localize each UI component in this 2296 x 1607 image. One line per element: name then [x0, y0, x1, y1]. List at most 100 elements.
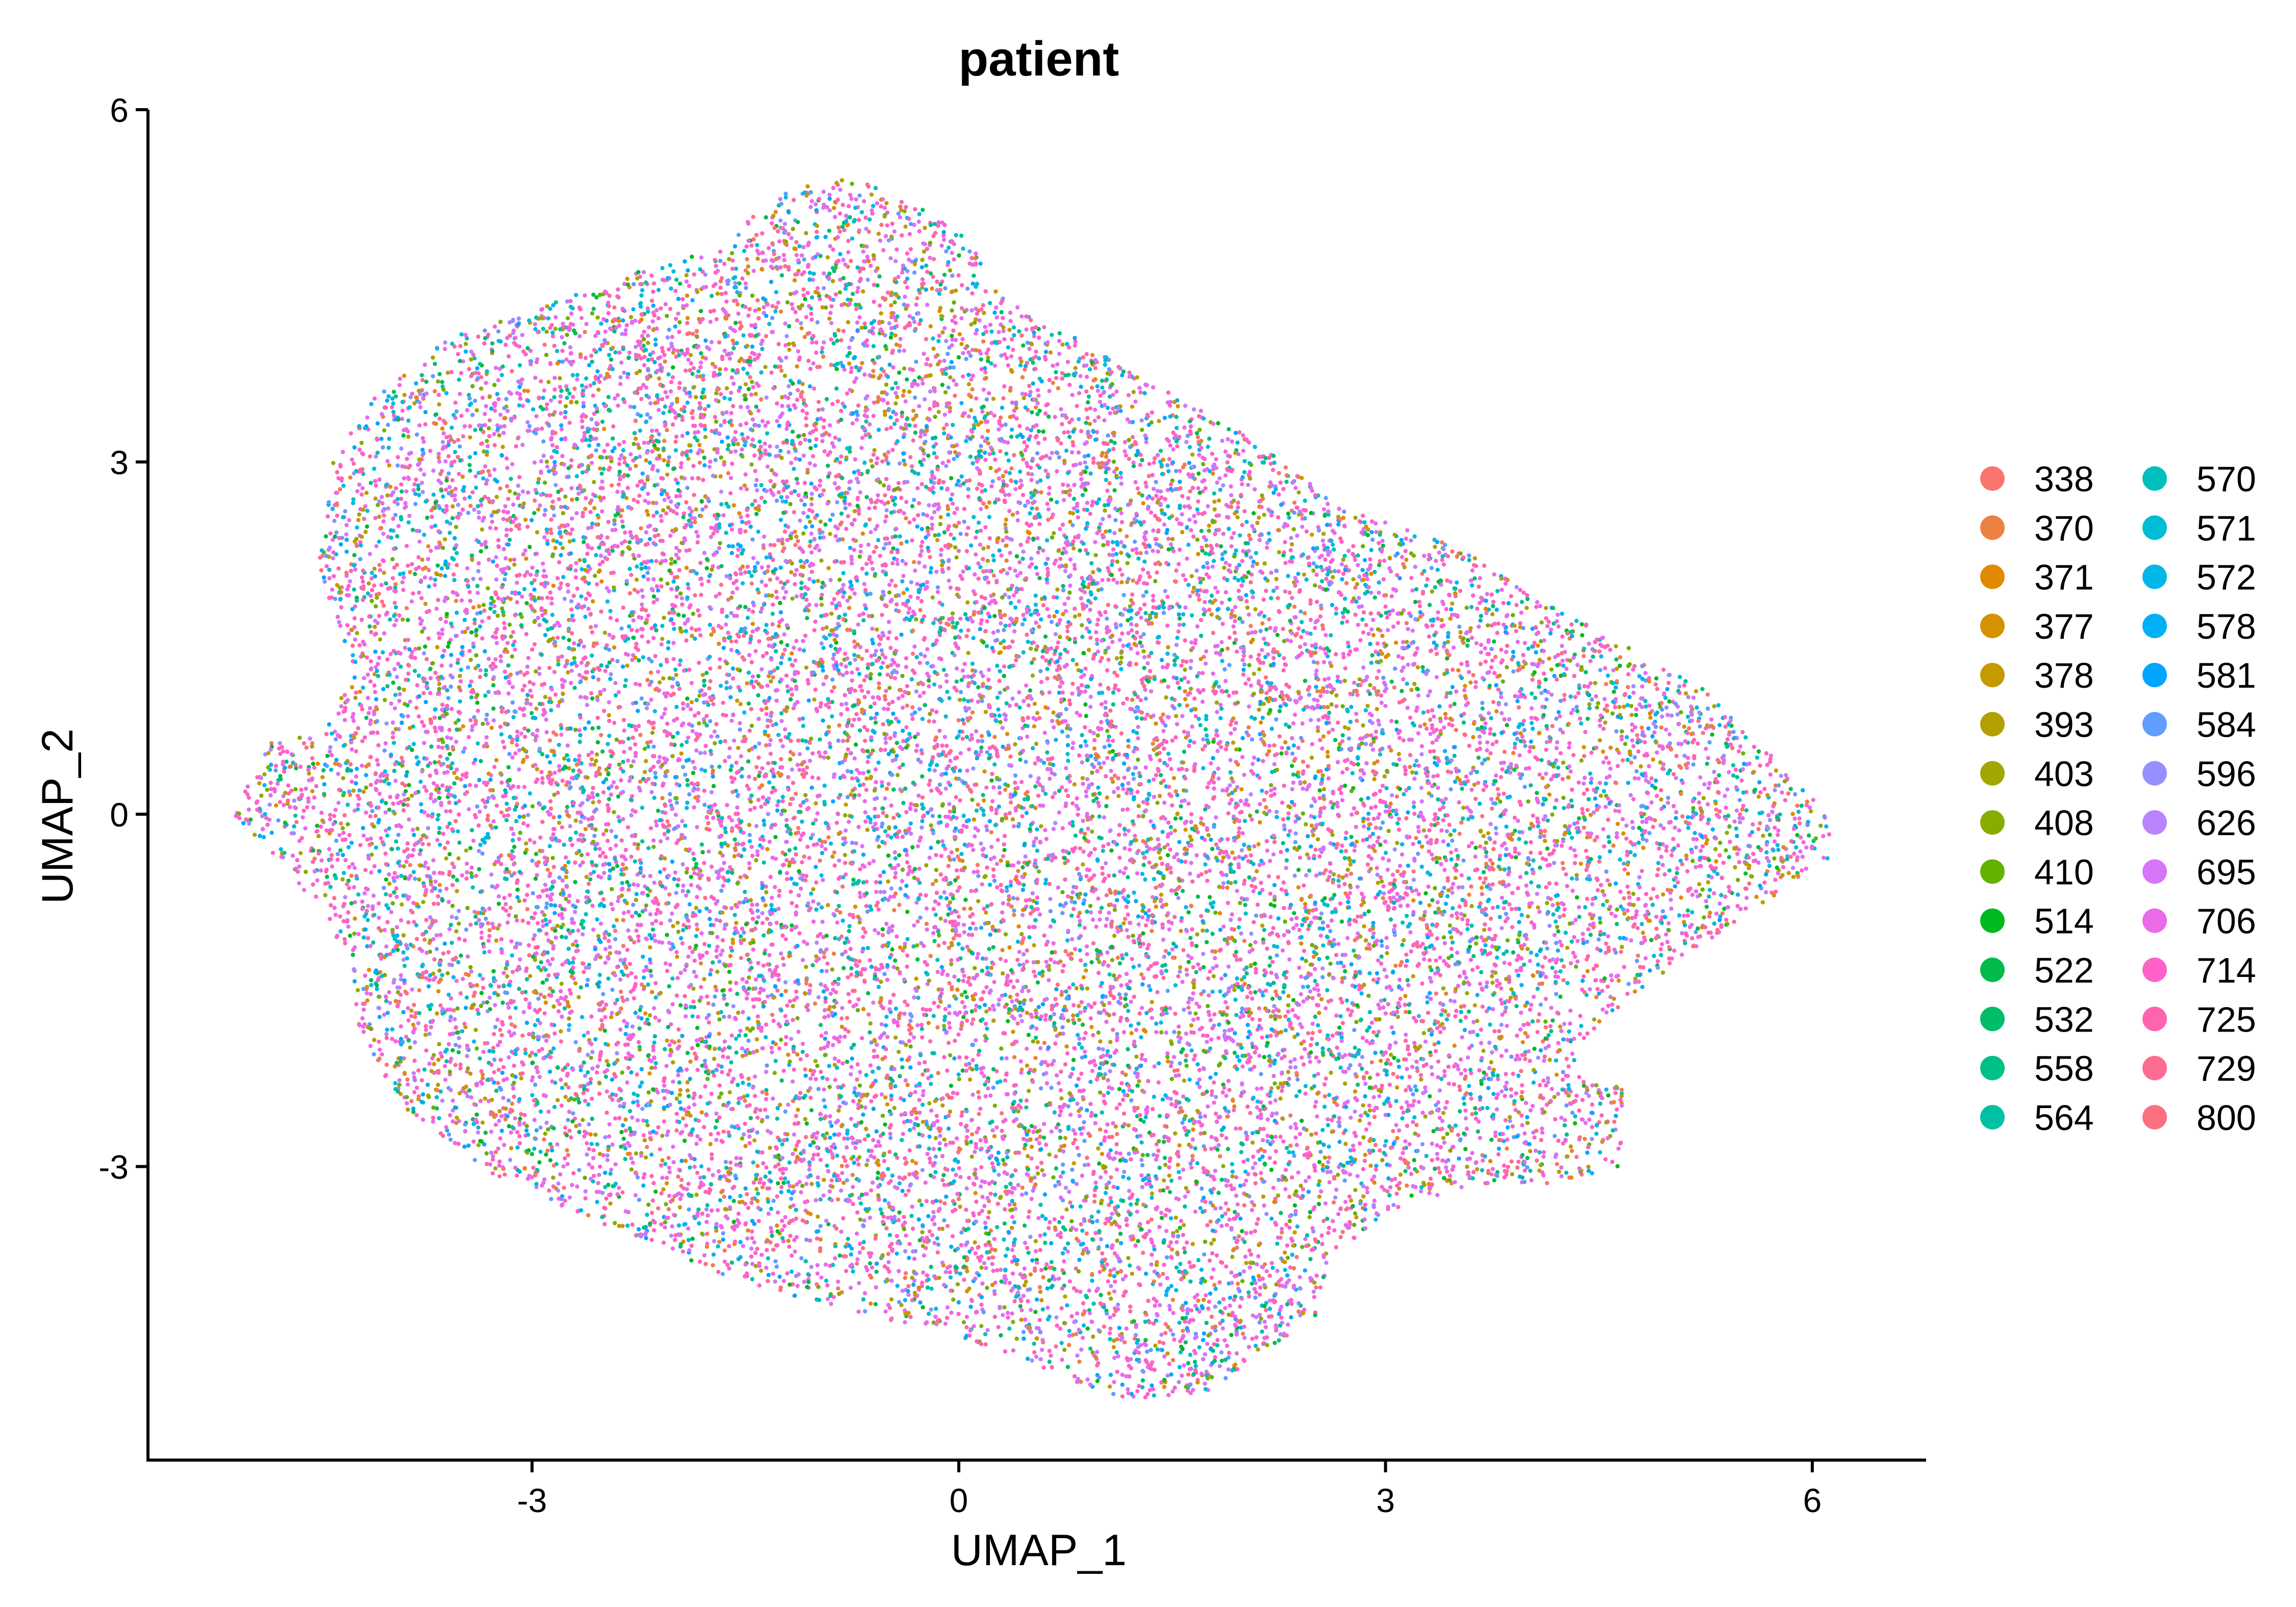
data-point: [1364, 1070, 1369, 1075]
data-point: [414, 1113, 419, 1117]
data-point: [1587, 641, 1591, 646]
data-point: [999, 883, 1003, 888]
data-point: [1248, 537, 1253, 542]
data-point: [715, 447, 720, 451]
data-point: [1025, 1046, 1029, 1051]
data-point: [620, 519, 625, 524]
data-point: [1110, 540, 1115, 544]
data-point: [1134, 899, 1138, 903]
data-point: [756, 1191, 760, 1196]
data-point: [903, 1298, 908, 1302]
data-point: [1300, 957, 1305, 961]
data-point: [1199, 409, 1203, 413]
data-point: [1439, 862, 1443, 867]
data-point: [642, 355, 647, 359]
data-point: [1280, 745, 1284, 750]
data-point: [408, 1045, 412, 1050]
data-point: [1129, 1202, 1133, 1207]
data-point: [905, 587, 909, 592]
data-point: [482, 950, 487, 955]
data-point: [1013, 1168, 1018, 1173]
data-point: [488, 777, 493, 782]
data-point: [1154, 885, 1158, 890]
data-point: [718, 740, 723, 745]
data-point: [660, 266, 665, 270]
data-point: [382, 631, 387, 636]
data-point: [607, 719, 612, 723]
data-point: [863, 1309, 867, 1314]
data-point: [1177, 1170, 1181, 1174]
data-point: [1015, 1021, 1020, 1026]
data-point: [750, 660, 754, 665]
data-point: [973, 1167, 978, 1172]
data-point: [756, 316, 761, 320]
data-point: [412, 482, 417, 487]
data-point: [630, 914, 635, 919]
data-point: [1572, 935, 1577, 940]
data-point: [719, 583, 723, 587]
data-point: [1062, 601, 1067, 607]
data-point: [1378, 752, 1383, 757]
data-point: [1050, 535, 1055, 540]
data-point: [920, 282, 925, 286]
data-point: [995, 629, 1001, 634]
data-point: [1348, 862, 1353, 867]
data-point: [1034, 1249, 1038, 1253]
data-point: [1189, 574, 1194, 579]
data-point: [1495, 589, 1500, 593]
data-point: [1121, 921, 1126, 926]
data-point: [504, 528, 509, 532]
data-point: [1207, 529, 1211, 533]
data-point: [396, 524, 401, 529]
data-point: [1544, 901, 1550, 906]
data-point: [840, 918, 845, 923]
data-point: [1182, 1008, 1186, 1012]
data-point: [641, 1183, 646, 1188]
data-point: [1078, 374, 1083, 379]
data-point: [530, 1152, 534, 1157]
data-point: [1107, 734, 1111, 739]
data-point: [1524, 840, 1528, 845]
data-point: [958, 616, 963, 621]
data-point: [769, 1045, 774, 1050]
data-point: [514, 1173, 519, 1178]
data-point: [899, 199, 904, 205]
data-point: [765, 1115, 770, 1119]
data-point: [1068, 519, 1072, 524]
data-point: [1605, 878, 1610, 883]
data-point: [1038, 1134, 1042, 1139]
data-point: [858, 728, 862, 733]
data-point: [1511, 649, 1515, 655]
data-point: [819, 641, 824, 646]
data-point: [894, 741, 900, 745]
data-point: [357, 447, 362, 452]
data-point: [1042, 933, 1046, 938]
data-point: [858, 549, 863, 554]
data-point: [1107, 481, 1112, 486]
data-point: [431, 468, 436, 473]
data-point: [732, 854, 737, 859]
data-point: [1177, 622, 1182, 627]
data-point: [1215, 710, 1219, 714]
data-point: [700, 1110, 704, 1115]
data-point: [1418, 900, 1423, 905]
data-point: [698, 985, 704, 990]
data-point: [1335, 842, 1340, 846]
data-point: [1266, 874, 1271, 878]
data-point: [644, 458, 648, 463]
data-point: [1258, 1285, 1263, 1290]
data-point: [293, 806, 298, 811]
data-point: [1060, 1025, 1065, 1030]
data-point: [1421, 828, 1426, 833]
data-point: [1560, 658, 1565, 663]
data-point: [1024, 1191, 1029, 1196]
data-point: [1337, 874, 1341, 878]
data-point: [884, 921, 889, 926]
data-point: [623, 328, 628, 333]
data-point: [394, 925, 400, 930]
data-point: [1238, 1304, 1242, 1309]
data-point: [1138, 463, 1143, 467]
data-point: [1162, 1263, 1166, 1267]
data-point: [1706, 786, 1711, 791]
data-point: [690, 415, 695, 420]
